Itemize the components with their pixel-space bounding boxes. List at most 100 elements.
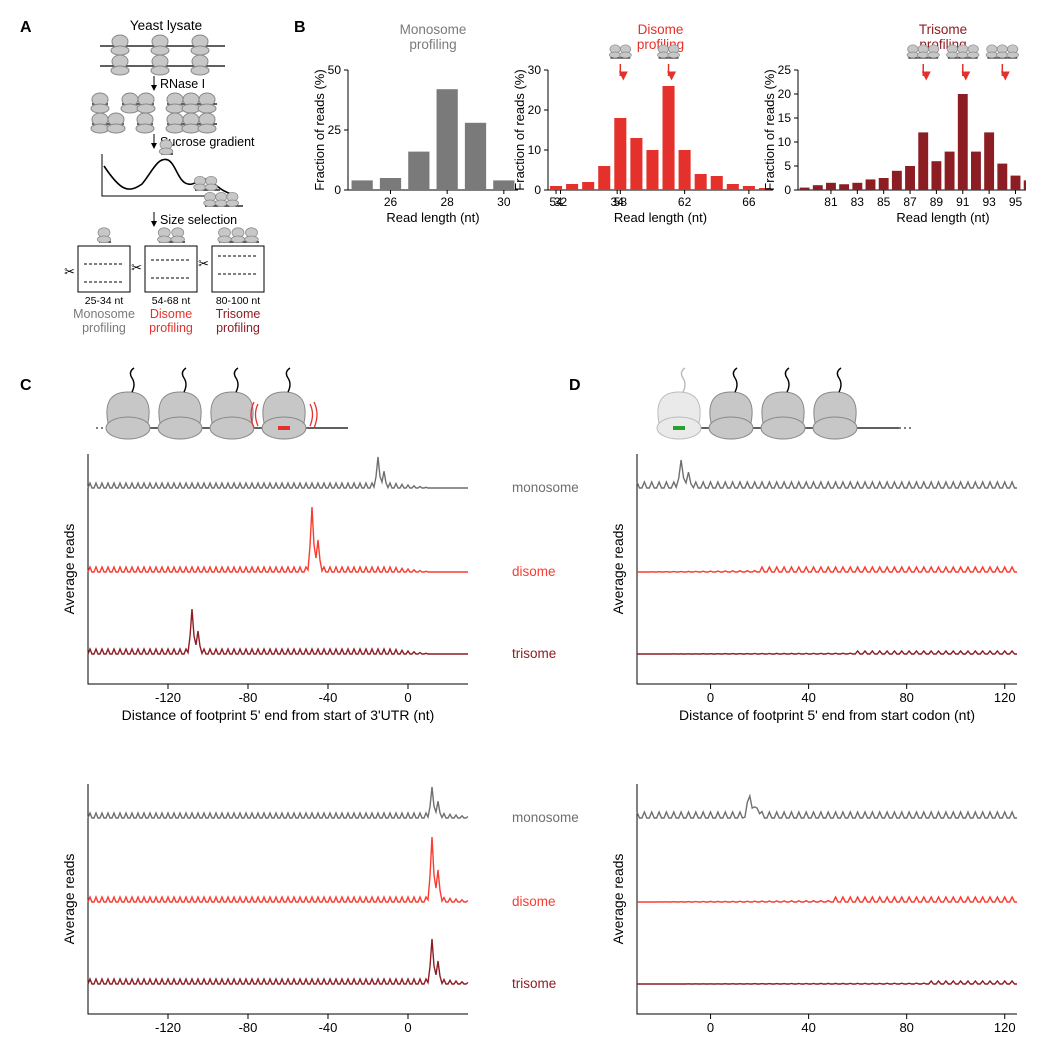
svg-text:80: 80 [899,1020,913,1035]
svg-text:Fraction of reads (%): Fraction of reads (%) [512,69,527,190]
svg-text:80-100 nt: 80-100 nt [216,295,260,307]
svg-text:-40: -40 [319,1020,338,1035]
svg-text:50: 50 [328,63,342,77]
trace-monosome [88,457,468,488]
svg-text:93: 93 [982,195,996,209]
svg-text:Distance of footprint 5' end f: Distance of footprint 5' end from start … [122,707,435,723]
svg-text:40: 40 [801,1020,815,1035]
svg-text:91: 91 [956,195,970,209]
label-A: A [20,19,32,36]
trace-trisome [637,651,1017,654]
figure: A Yeast lysate RNase I [14,14,1026,1036]
svg-text:Read length (nt): Read length (nt) [386,210,479,225]
svg-text:54: 54 [549,195,563,209]
trace-disome [88,507,468,572]
svg-text:5: 5 [784,159,791,173]
svg-text:Monosome: Monosome [400,22,467,37]
svg-text:profiling: profiling [216,321,260,335]
panel-C: C -120-80-400Distance of footprint 5' en… [20,368,468,1036]
svg-text:Average reads: Average reads [61,524,77,615]
svg-text:0: 0 [404,1020,411,1035]
svg-text:Yeast lysate: Yeast lysate [130,18,202,33]
svg-text:120: 120 [994,1020,1016,1035]
svg-text:30: 30 [528,63,542,77]
svg-text:25: 25 [778,63,792,77]
panel-B: B Monosomeprofiling02550Fraction of read… [294,19,1026,225]
svg-text:profiling: profiling [82,321,126,335]
svg-text:profiling: profiling [149,321,193,335]
trace-trisome [88,939,468,984]
svg-text:54-68 nt: 54-68 nt [152,295,191,307]
svg-text:✂: ✂ [64,264,75,279]
svg-text:-120: -120 [155,690,181,705]
trace-trisome [637,981,1017,984]
svg-text:Trisome: Trisome [919,22,967,37]
svg-text:25-34 nt: 25-34 nt [85,295,124,307]
svg-text:-80: -80 [239,690,258,705]
svg-text:15: 15 [778,111,792,125]
svg-text:28: 28 [440,195,454,209]
svg-text:95: 95 [1009,195,1023,209]
trace-label: disome [512,894,556,909]
panel-D: D 0 40 80 120 Distance of footprint 5' end f… [569,368,1017,1036]
svg-text:0: 0 [334,183,341,197]
trace-monosome [637,460,1017,488]
svg-text:profiling: profiling [409,37,456,52]
trace-trisome [88,609,468,654]
bar-chart: Trisomeprofiling0510152025Fraction of re… [762,22,1026,225]
trace-label: trisome [512,646,556,661]
svg-text:10: 10 [778,135,792,149]
svg-text:80: 80 [899,690,913,705]
svg-text:Disome: Disome [638,22,684,37]
svg-text:89: 89 [930,195,944,209]
svg-text:87: 87 [903,195,917,209]
svg-text:Distance of footprint 5' end f: Distance of footprint 5' end from start … [679,707,975,723]
label-B: B [294,19,306,36]
svg-text:-40: -40 [319,690,338,705]
trace-label: monosome [512,480,579,495]
svg-text:RNase I: RNase I [160,77,205,91]
svg-text:-80: -80 [239,1020,258,1035]
trace-disome [637,567,1017,572]
svg-text:85: 85 [877,195,891,209]
svg-text:66: 66 [742,195,756,209]
svg-text:25: 25 [328,123,342,137]
trace-monosome [637,796,1017,818]
svg-text:Average reads: Average reads [610,854,626,945]
svg-text:83: 83 [851,195,865,209]
svg-text:20: 20 [528,103,542,117]
svg-text:58: 58 [614,195,628,209]
trace-disome [88,837,468,902]
svg-text:40: 40 [801,690,815,705]
svg-text:26: 26 [384,195,398,209]
svg-text:30: 30 [497,195,511,209]
svg-text:0: 0 [784,183,791,197]
svg-text:Fraction of reads (%): Fraction of reads (%) [312,69,327,190]
svg-text:Size selection: Size selection [160,213,237,227]
trace-labels: monosomemonosomedisomedisometrisometriso… [512,480,579,991]
svg-text:✂: ✂ [131,260,142,275]
trace-label: trisome [512,976,556,991]
svg-text:20: 20 [778,87,792,101]
svg-text:62: 62 [678,195,692,209]
svg-text:Monosome: Monosome [73,307,135,321]
svg-text:Fraction of reads (%): Fraction of reads (%) [762,69,777,190]
svg-text:✂: ✂ [198,256,209,271]
trace-disome [637,897,1017,902]
svg-text:Disome: Disome [150,307,192,321]
svg-text:120: 120 [994,690,1016,705]
bar-chart: Monosomeprofiling02550Fraction of reads … [312,22,624,225]
panel-A: A Yeast lysate RNase I [20,18,264,335]
svg-text:0: 0 [707,690,714,705]
label-D: D [569,377,581,394]
svg-text:0: 0 [534,183,541,197]
svg-text:Average reads: Average reads [61,854,77,945]
svg-text:Read length (nt): Read length (nt) [614,210,707,225]
svg-text:0: 0 [707,1020,714,1035]
trace-label: disome [512,564,556,579]
svg-text:Read length (nt): Read length (nt) [896,210,989,225]
svg-text:-120: -120 [155,1020,181,1035]
svg-text:10: 10 [528,143,542,157]
svg-text:Sucrose gradient: Sucrose gradient [160,135,255,149]
svg-text:0: 0 [404,690,411,705]
